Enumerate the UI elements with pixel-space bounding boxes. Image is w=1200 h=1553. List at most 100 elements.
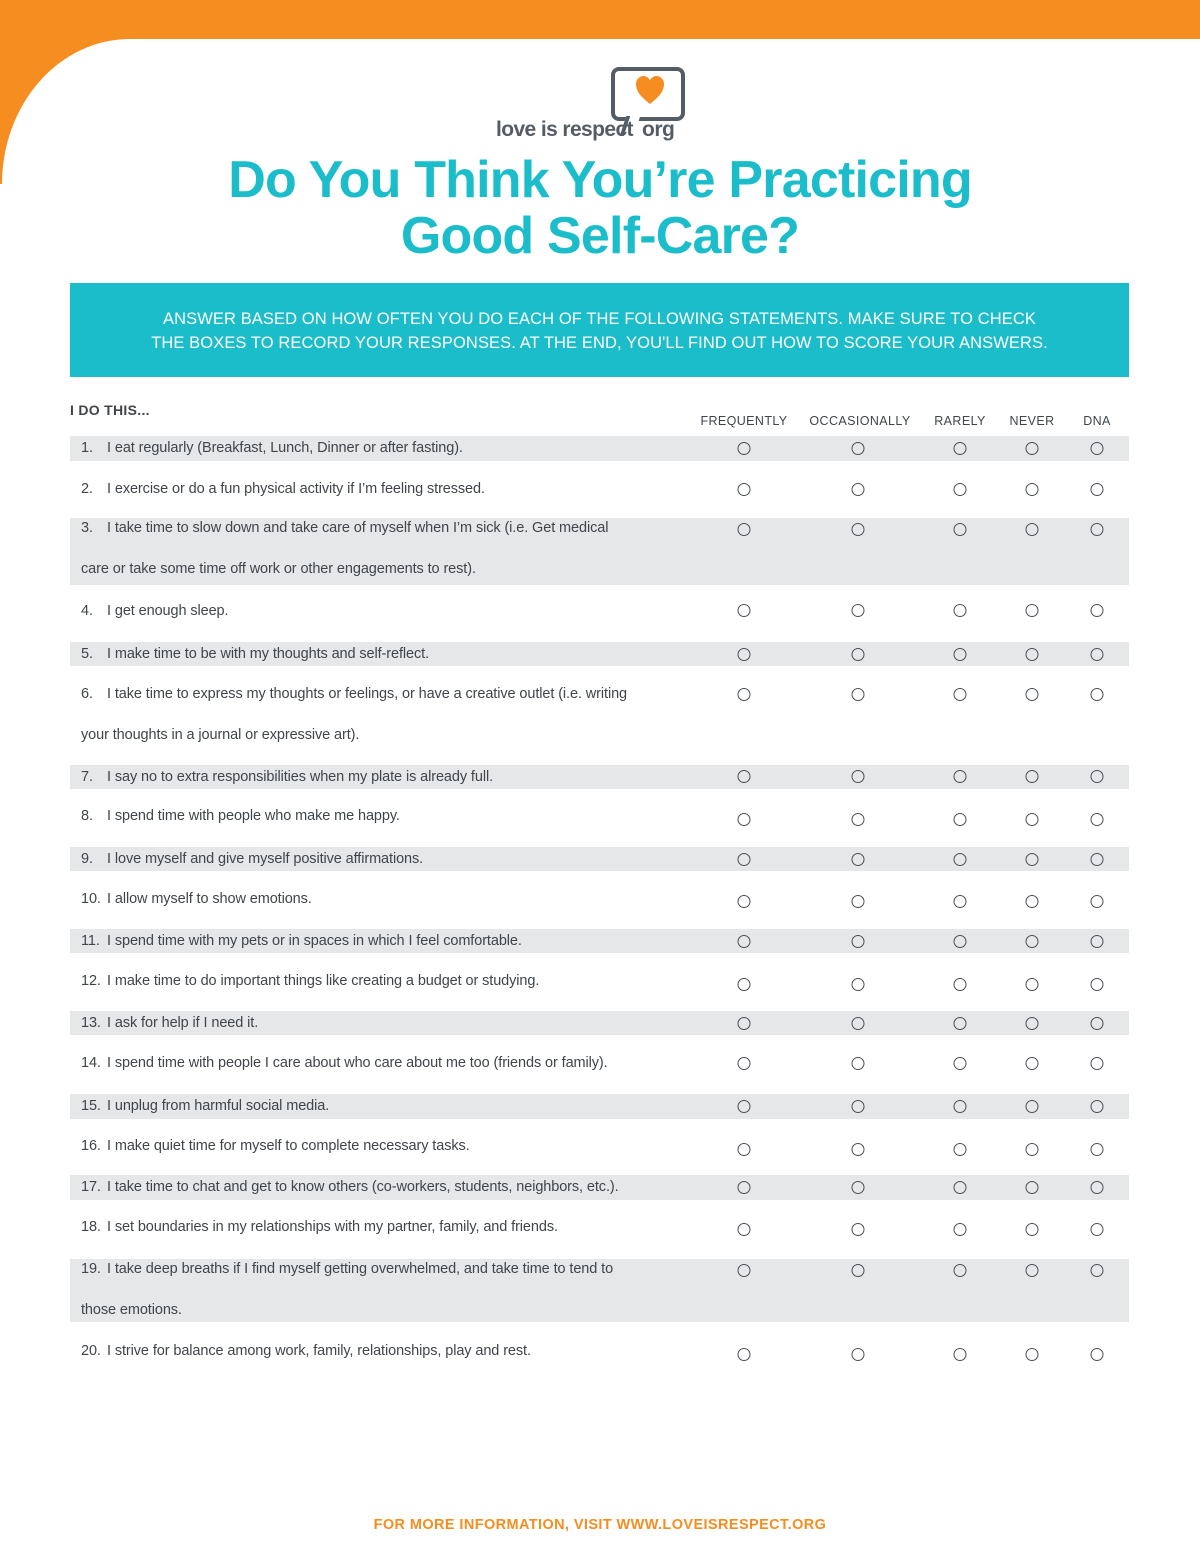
radio-rarely[interactable]	[953, 1348, 967, 1361]
radio-dna[interactable]	[1090, 604, 1104, 617]
radio-occasionally[interactable]	[851, 853, 865, 866]
radio-rarely[interactable]	[953, 688, 967, 701]
radio-never[interactable]	[1025, 1223, 1039, 1236]
radio-never[interactable]	[1025, 1181, 1039, 1194]
radio-rarely[interactable]	[953, 483, 967, 496]
radio-dna[interactable]	[1090, 853, 1104, 866]
radio-dna[interactable]	[1090, 1100, 1104, 1113]
radio-frequently[interactable]	[737, 895, 751, 908]
radio-never[interactable]	[1025, 853, 1039, 866]
radio-never[interactable]	[1025, 770, 1039, 783]
radio-rarely[interactable]	[953, 770, 967, 783]
radio-rarely[interactable]	[953, 1057, 967, 1070]
radio-occasionally[interactable]	[851, 1181, 865, 1194]
radio-rarely[interactable]	[953, 604, 967, 617]
radio-rarely[interactable]	[953, 1143, 967, 1156]
radio-occasionally[interactable]	[851, 813, 865, 826]
radio-frequently[interactable]	[737, 813, 751, 826]
radio-frequently[interactable]	[737, 1264, 751, 1277]
radio-rarely[interactable]	[953, 1181, 967, 1194]
radio-never[interactable]	[1025, 483, 1039, 496]
radio-never[interactable]	[1025, 1348, 1039, 1361]
radio-rarely[interactable]	[953, 648, 967, 661]
radio-frequently[interactable]	[737, 688, 751, 701]
radio-occasionally[interactable]	[851, 895, 865, 908]
radio-occasionally[interactable]	[851, 1348, 865, 1361]
radio-rarely[interactable]	[953, 853, 967, 866]
radio-rarely[interactable]	[953, 935, 967, 948]
radio-rarely[interactable]	[953, 1223, 967, 1236]
radio-never[interactable]	[1025, 1143, 1039, 1156]
radio-dna[interactable]	[1090, 1264, 1104, 1277]
radio-occasionally[interactable]	[851, 770, 865, 783]
radio-rarely[interactable]	[953, 895, 967, 908]
radio-never[interactable]	[1025, 895, 1039, 908]
radio-never[interactable]	[1025, 1017, 1039, 1030]
radio-dna[interactable]	[1090, 895, 1104, 908]
radio-occasionally[interactable]	[851, 604, 865, 617]
radio-occasionally[interactable]	[851, 648, 865, 661]
radio-frequently[interactable]	[737, 1223, 751, 1236]
radio-dna[interactable]	[1090, 523, 1104, 536]
radio-frequently[interactable]	[737, 523, 751, 536]
radio-frequently[interactable]	[737, 648, 751, 661]
radio-occasionally[interactable]	[851, 688, 865, 701]
radio-never[interactable]	[1025, 688, 1039, 701]
radio-dna[interactable]	[1090, 978, 1104, 991]
radio-occasionally[interactable]	[851, 935, 865, 948]
radio-occasionally[interactable]	[851, 1264, 865, 1277]
radio-dna[interactable]	[1090, 1143, 1104, 1156]
radio-dna[interactable]	[1090, 1017, 1104, 1030]
radio-dna[interactable]	[1090, 442, 1104, 455]
radio-frequently[interactable]	[737, 935, 751, 948]
radio-never[interactable]	[1025, 813, 1039, 826]
radio-occasionally[interactable]	[851, 523, 865, 536]
radio-rarely[interactable]	[953, 523, 967, 536]
radio-frequently[interactable]	[737, 1057, 751, 1070]
radio-dna[interactable]	[1090, 1057, 1104, 1070]
radio-occasionally[interactable]	[851, 442, 865, 455]
radio-never[interactable]	[1025, 978, 1039, 991]
radio-frequently[interactable]	[737, 1181, 751, 1194]
radio-frequently[interactable]	[737, 1348, 751, 1361]
radio-dna[interactable]	[1090, 483, 1104, 496]
radio-dna[interactable]	[1090, 935, 1104, 948]
radio-never[interactable]	[1025, 1264, 1039, 1277]
radio-dna[interactable]	[1090, 1348, 1104, 1361]
radio-frequently[interactable]	[737, 1017, 751, 1030]
radio-occasionally[interactable]	[851, 1057, 865, 1070]
radio-occasionally[interactable]	[851, 1100, 865, 1113]
radio-frequently[interactable]	[737, 604, 751, 617]
radio-frequently[interactable]	[737, 442, 751, 455]
radio-never[interactable]	[1025, 1100, 1039, 1113]
radio-occasionally[interactable]	[851, 978, 865, 991]
radio-frequently[interactable]	[737, 853, 751, 866]
radio-dna[interactable]	[1090, 770, 1104, 783]
radio-dna[interactable]	[1090, 813, 1104, 826]
radio-never[interactable]	[1025, 523, 1039, 536]
radio-rarely[interactable]	[953, 442, 967, 455]
radio-dna[interactable]	[1090, 648, 1104, 661]
radio-never[interactable]	[1025, 1057, 1039, 1070]
radio-never[interactable]	[1025, 442, 1039, 455]
radio-occasionally[interactable]	[851, 1223, 865, 1236]
radio-rarely[interactable]	[953, 1264, 967, 1277]
radio-rarely[interactable]	[953, 813, 967, 826]
radio-frequently[interactable]	[737, 770, 751, 783]
radio-never[interactable]	[1025, 935, 1039, 948]
radio-frequently[interactable]	[737, 978, 751, 991]
radio-dna[interactable]	[1090, 1223, 1104, 1236]
radio-occasionally[interactable]	[851, 483, 865, 496]
radio-dna[interactable]	[1090, 1181, 1104, 1194]
radio-rarely[interactable]	[953, 1100, 967, 1113]
radio-frequently[interactable]	[737, 483, 751, 496]
radio-frequently[interactable]	[737, 1143, 751, 1156]
radio-never[interactable]	[1025, 604, 1039, 617]
radio-occasionally[interactable]	[851, 1017, 865, 1030]
radio-frequently[interactable]	[737, 1100, 751, 1113]
radio-rarely[interactable]	[953, 1017, 967, 1030]
radio-never[interactable]	[1025, 648, 1039, 661]
radio-rarely[interactable]	[953, 978, 967, 991]
radio-occasionally[interactable]	[851, 1143, 865, 1156]
radio-dna[interactable]	[1090, 688, 1104, 701]
